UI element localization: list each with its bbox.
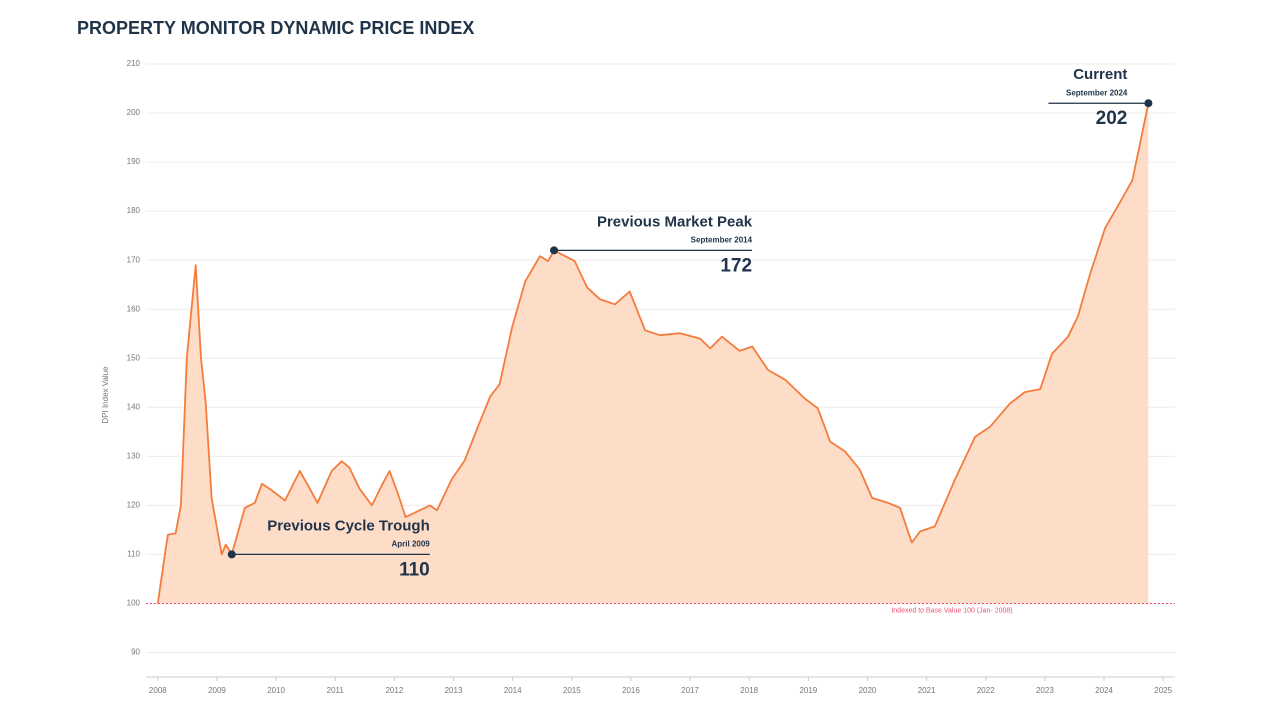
y-tick-label: 90 bbox=[131, 648, 140, 657]
y-axis-label: DPI Index Value bbox=[101, 366, 110, 424]
y-tick-label: 180 bbox=[127, 206, 141, 215]
y-tick-label: 210 bbox=[127, 59, 141, 68]
annotation-date: September 2014 bbox=[691, 235, 753, 244]
x-tick-label: 2013 bbox=[445, 686, 463, 695]
x-tick-label: 2019 bbox=[799, 686, 817, 695]
x-tick-label: 2010 bbox=[267, 686, 285, 695]
x-tick-label: 2012 bbox=[385, 686, 403, 695]
chart-title: PROPERTY MONITOR DYNAMIC PRICE INDEX bbox=[77, 18, 474, 38]
annotation-dot bbox=[550, 246, 559, 255]
annotation-value: 172 bbox=[720, 255, 752, 276]
annotation-title: Previous Cycle Trough bbox=[267, 517, 430, 534]
x-tick-label: 2014 bbox=[504, 686, 522, 695]
x-tick-label: 2016 bbox=[622, 686, 640, 695]
x-tick-label: 2017 bbox=[681, 686, 699, 695]
annotation-dot bbox=[1144, 99, 1153, 108]
annotation-title: Previous Market Peak bbox=[597, 213, 753, 230]
x-tick-label: 2021 bbox=[918, 686, 936, 695]
annotation-date: April 2009 bbox=[392, 540, 431, 549]
annotation-date: September 2024 bbox=[1066, 88, 1128, 97]
annotation-dot bbox=[227, 550, 236, 559]
x-tick-label: 2009 bbox=[208, 686, 226, 695]
x-tick-label: 2022 bbox=[977, 686, 995, 695]
baseline-label: Indexed to Base Value 100 (Jan- 2008) bbox=[891, 607, 1012, 614]
x-tick-label: 2011 bbox=[327, 686, 345, 695]
x-tick-label: 2025 bbox=[1154, 686, 1172, 695]
y-tick-label: 100 bbox=[127, 599, 141, 608]
y-tick-label: 200 bbox=[127, 108, 141, 117]
x-tick-label: 2008 bbox=[149, 686, 167, 695]
x-tick-label: 2015 bbox=[563, 686, 581, 695]
line bbox=[156, 103, 1150, 604]
x-tick-label: 2024 bbox=[1095, 686, 1113, 695]
y-tick-label: 160 bbox=[127, 304, 141, 313]
y-tick-label: 140 bbox=[127, 402, 141, 411]
y-tick-label: 110 bbox=[127, 550, 140, 559]
annotation-value: 202 bbox=[1096, 108, 1128, 129]
y-tick-label: 120 bbox=[127, 500, 141, 509]
x-tick-label: 2018 bbox=[740, 686, 758, 695]
area bbox=[157, 103, 1149, 604]
y-tick-label: 130 bbox=[127, 451, 141, 460]
y-tick-label: 150 bbox=[127, 353, 141, 362]
x-tick-label: 2023 bbox=[1036, 686, 1054, 695]
annotation-value: 110 bbox=[399, 559, 430, 580]
annotation-title: Current bbox=[1073, 66, 1127, 83]
y-tick-label: 190 bbox=[127, 157, 141, 166]
x-tick-label: 2020 bbox=[859, 686, 877, 695]
y-tick-label: 170 bbox=[127, 255, 141, 264]
